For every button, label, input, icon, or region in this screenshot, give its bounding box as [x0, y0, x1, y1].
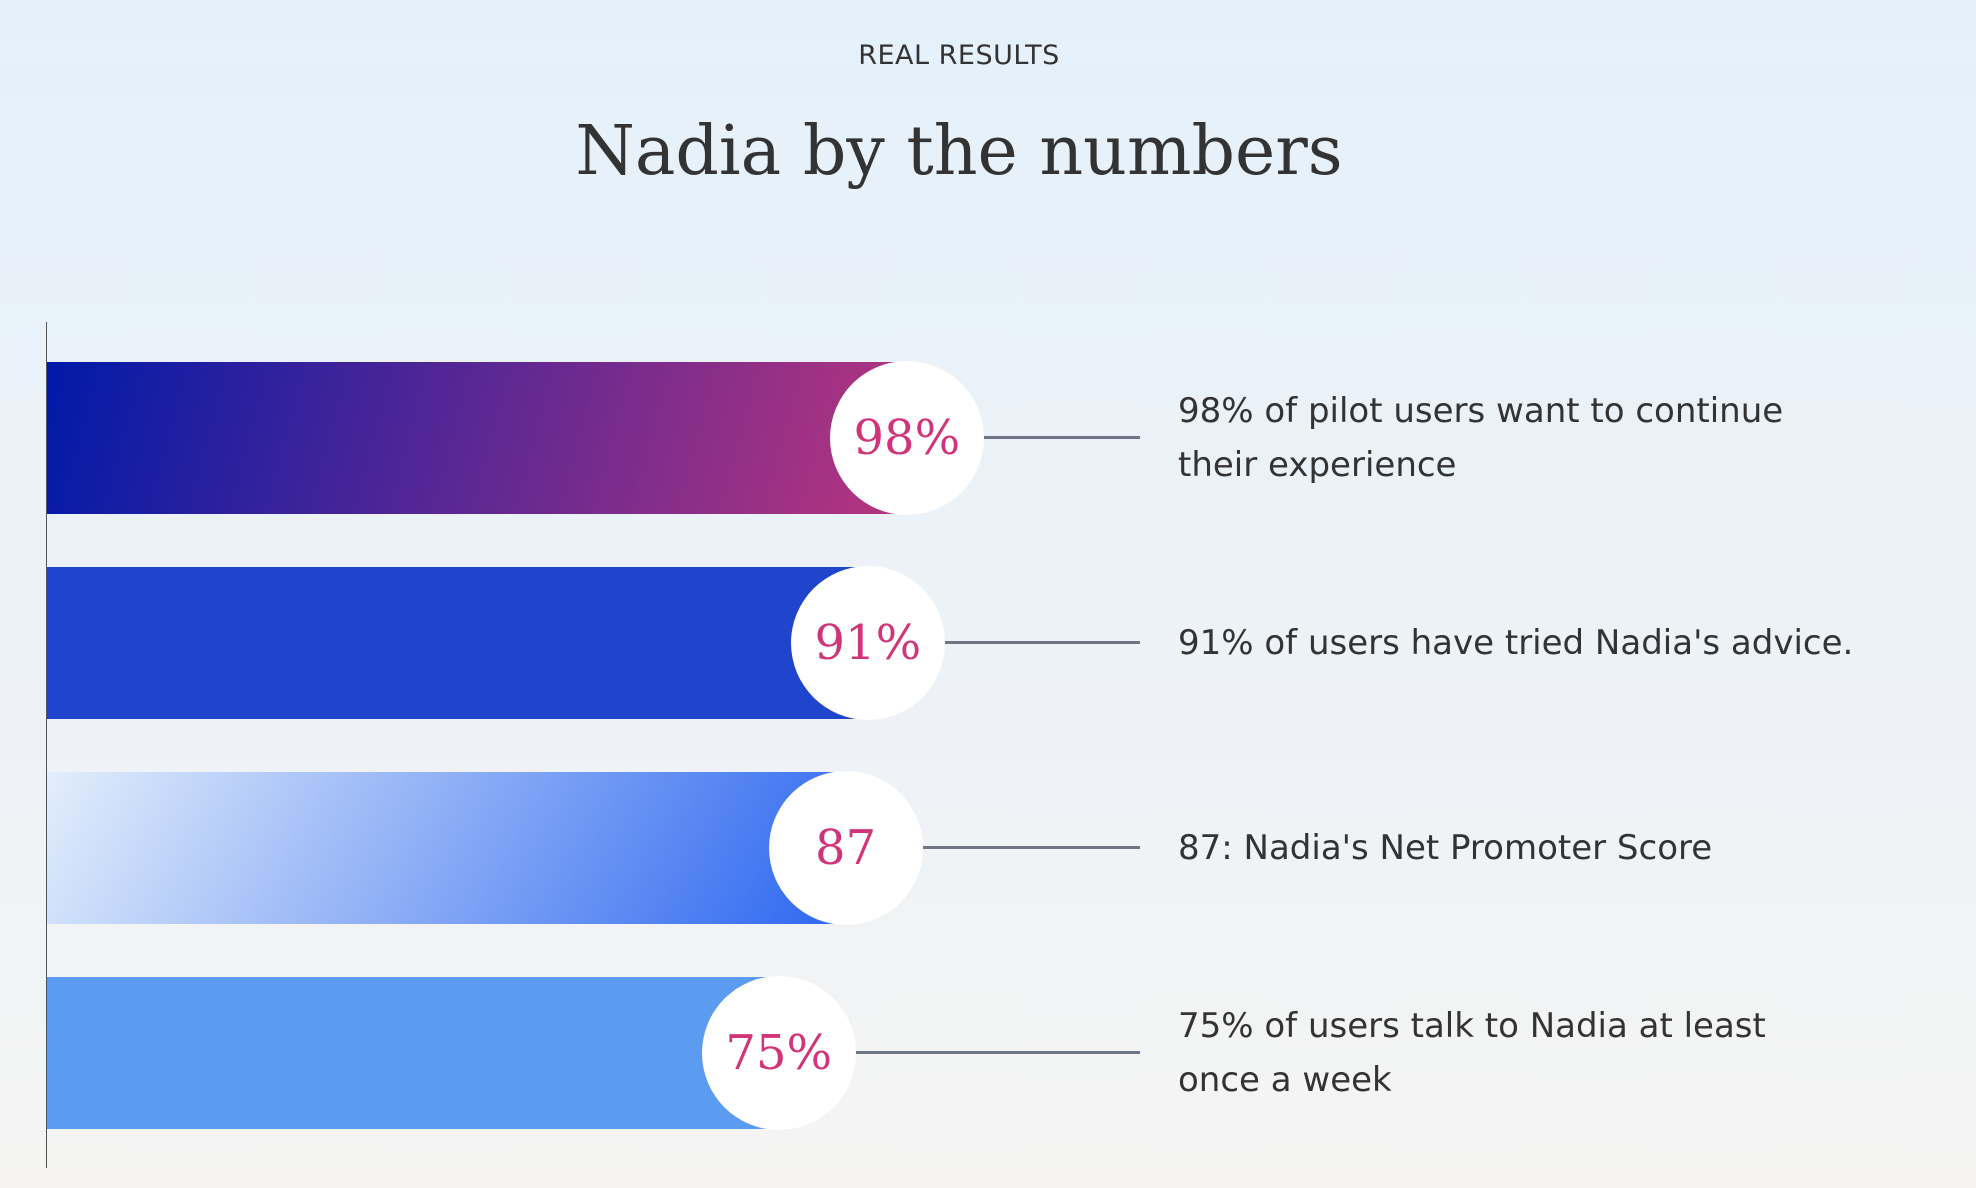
- bar-description: 98% of pilot users want to continue thei…: [1178, 391, 1784, 485]
- bar-description: 87: Nadia's Net Promoter Score: [1178, 828, 1713, 868]
- value-label: 91%: [790, 566, 945, 720]
- value-label: 75%: [701, 976, 856, 1130]
- value-label: 98%: [829, 361, 984, 515]
- eyebrow-label: REAL RESULTS: [858, 40, 1060, 71]
- connector-line: [845, 846, 1140, 849]
- connector-line: [906, 436, 1140, 439]
- bar-2: [47, 772, 846, 924]
- chart-axis: [46, 322, 47, 1168]
- value-label: 87: [768, 771, 923, 925]
- bar-1: [47, 567, 868, 719]
- page-title: Nadia by the numbers: [575, 112, 1343, 191]
- bar-description: 75% of users talk to Nadia at least once…: [1178, 1006, 1766, 1100]
- connector-line: [778, 1051, 1140, 1054]
- bar-0: [47, 362, 907, 514]
- connector-line: [867, 641, 1140, 644]
- bar-description: 91% of users have tried Nadia's advice.: [1178, 623, 1854, 663]
- bar-3: [47, 977, 779, 1129]
